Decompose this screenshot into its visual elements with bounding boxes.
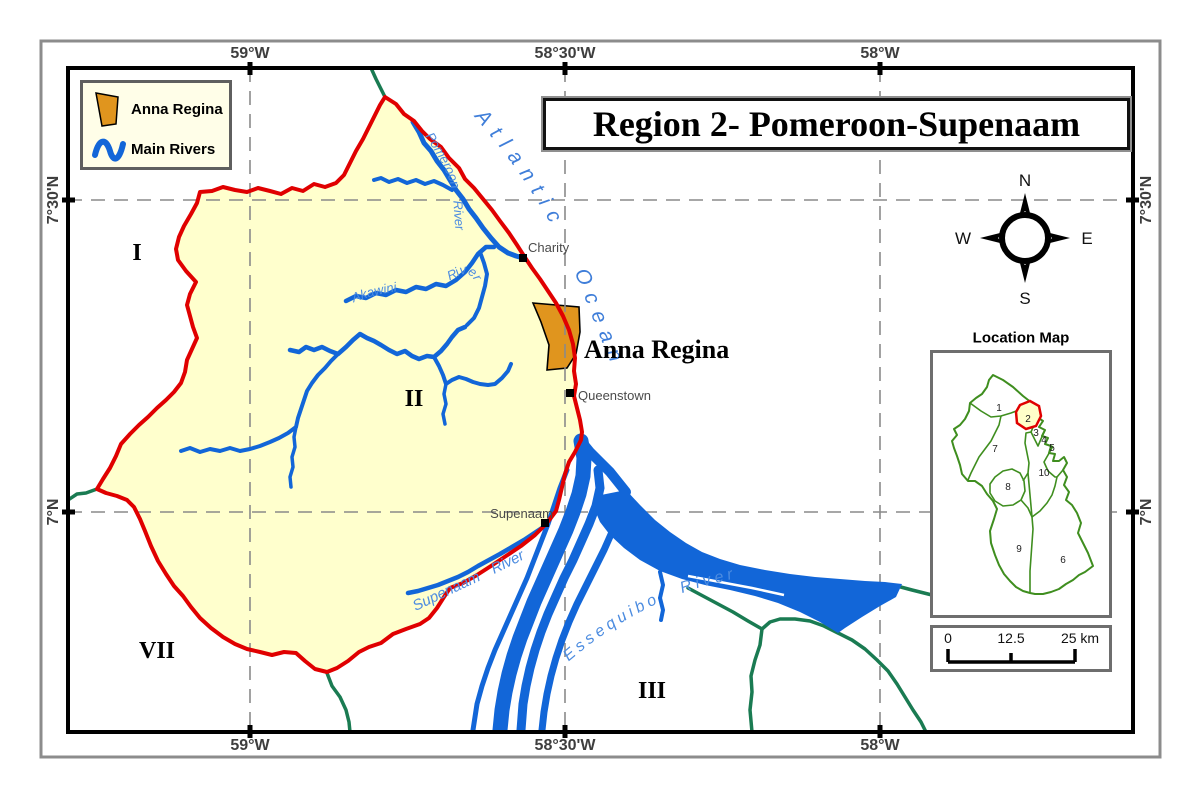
town-label-queenstown: Queenstown [578, 388, 651, 403]
region-label-iii: III [638, 678, 666, 704]
grid-label-bottom-59w: 59°W [230, 737, 270, 754]
inset-number-8: 8 [1005, 482, 1011, 493]
grid-label-bottom-5830w: 58°30'W [534, 737, 596, 754]
essequibo-estuary [470, 433, 902, 730]
inset-number-4: 4 [1041, 435, 1047, 446]
compass-point-west [980, 232, 1004, 244]
akawini-river [343, 244, 497, 304]
compass-point-north [1019, 193, 1031, 217]
compass-point-south [1019, 259, 1031, 283]
neighbour-boundaries [70, 70, 942, 730]
scale-label-middle: 12.5 [997, 630, 1024, 646]
grid-label-bottom-58w: 58°W [860, 737, 900, 754]
compass-n: N [1019, 171, 1031, 190]
town-marker-charity [519, 254, 527, 262]
inset-number-2: 2 [1025, 414, 1031, 425]
pomeroon-west-fork [372, 176, 454, 192]
inset-number-6: 6 [1060, 555, 1066, 566]
region-label-ii: II [405, 386, 424, 412]
anna-regina-polygon [531, 302, 581, 371]
guyana-inset-map: 1 2 3 4 5 6 7 8 9 10 [951, 374, 1094, 595]
pomeroon-river [410, 119, 526, 261]
inset-number-9: 9 [1016, 544, 1022, 555]
anna-regina-label: Anna Regina [584, 335, 729, 364]
interior-river-main [287, 324, 468, 362]
town-marker-queenstown [566, 389, 574, 397]
town-label-charity: Charity [528, 240, 570, 255]
inset-number-3: 3 [1033, 428, 1039, 439]
grid-label-left-730n: 7°30'N [45, 175, 62, 225]
estuary-east-arm [594, 490, 902, 633]
interior-river-east [432, 355, 513, 387]
town-label-supenaam: Supenaam [490, 506, 553, 521]
boundary-region3-b [760, 617, 927, 730]
grid-label-top-59w: 59°W [230, 45, 270, 62]
region-label-vii: VII [139, 638, 175, 664]
map-frame-outer [39, 39, 1162, 759]
compass-w: W [955, 229, 971, 248]
town-marker-supenaam [541, 519, 549, 527]
inset-title: Location Map [972, 329, 1070, 347]
scale-label-end: 25 km [1061, 630, 1099, 646]
inset-number-10: 10 [1038, 468, 1050, 479]
scale-label-start: 0 [944, 630, 952, 646]
legend-item-anna-regina: Anna Regina [91, 89, 223, 129]
scale-bar: 0 12.5 25 km [930, 625, 1112, 672]
region-label-i: I [132, 240, 141, 266]
map-title: Region 2- Pomeroon-Supenaam [592, 104, 1081, 144]
legend: Anna Regina Main Rivers [80, 80, 232, 170]
inset-number-7: 7 [992, 444, 998, 455]
towns: Charity Queenstown Supenaam [490, 240, 651, 527]
legend-item-main-rivers: Main Rivers [91, 129, 223, 169]
compass-e: E [1081, 229, 1092, 248]
main-rivers-swatch-icon [92, 138, 126, 162]
boundary-south [325, 671, 352, 730]
boundary-north [369, 70, 387, 99]
compass-s: S [1019, 289, 1030, 308]
grid-label-right-7n: 7°N [1138, 498, 1155, 526]
boundary-region3-a [686, 586, 764, 730]
interior-river-south [288, 425, 298, 489]
inset-region-numbers: 1 2 3 4 5 6 7 8 9 10 [992, 403, 1066, 566]
anna-regina-swatch-icon [95, 92, 119, 127]
map-title-box: Region 2- Pomeroon-Supenaam [541, 96, 1132, 152]
map-frame-inner [66, 66, 1135, 734]
boundary-west [70, 487, 99, 501]
interior-river-stub [441, 382, 448, 426]
guyana-outline [951, 374, 1094, 595]
inset-region-2-highlight [1014, 399, 1043, 431]
grid-label-right-730n: 7°30'N [1138, 175, 1155, 225]
grid-label-left-7n: 7°N [45, 498, 62, 526]
inset-number-1: 1 [996, 403, 1002, 414]
legend-label: Main Rivers [131, 140, 216, 158]
compass-ring [999, 212, 1051, 264]
supenaam-river [405, 521, 551, 596]
interior-river-sw [179, 352, 340, 454]
legend-label: Anna Regina [131, 100, 223, 118]
estuary-island-sliver [687, 574, 785, 597]
grid-label-top-5830w: 58°30'W [534, 45, 596, 62]
location-map-inset: 1 2 3 4 5 6 7 8 9 10 [930, 350, 1112, 618]
inset-number-5: 5 [1049, 443, 1055, 454]
scale-bar-graphic: 0 12.5 25 km [944, 630, 1099, 664]
akawini-lower [465, 250, 489, 327]
grid-label-top-58w: 58°W [860, 45, 900, 62]
rivers [179, 119, 551, 596]
compass-point-east [1046, 232, 1070, 244]
compass-rose: N E S W [955, 171, 1093, 308]
